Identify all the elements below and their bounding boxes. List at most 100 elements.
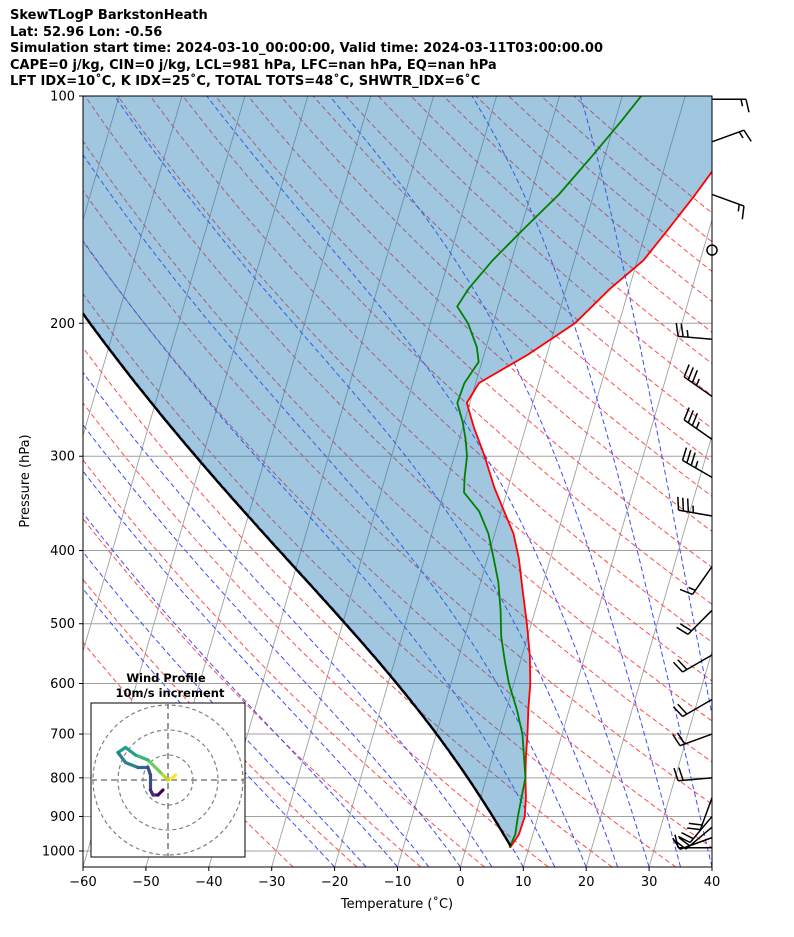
moist-adiabat xyxy=(83,470,430,867)
isotherm-gridline xyxy=(522,218,712,867)
calm-wind-circle xyxy=(706,244,718,256)
x-axis-label: Temperature (˚C) xyxy=(340,896,453,912)
isotherm-gridline xyxy=(334,96,560,867)
y-tick-label: 900 xyxy=(50,810,75,825)
x-tick-label: −40 xyxy=(195,875,222,890)
x-tick-label: −20 xyxy=(321,875,348,890)
time-line: Simulation start time: 2024-03-10_00:00:… xyxy=(10,41,603,56)
figure-header: SkewTLogP BarkstonHeath Lat: 52.96 Lon: … xyxy=(10,8,790,91)
axes: −60 −50 −40 −30 −20 −10 0 10 20 30 40 1000 900 800 700… xyxy=(42,90,720,891)
wind-barb-staff xyxy=(678,777,713,782)
wind-barb-flag xyxy=(679,623,692,632)
y-tick-label: 100 xyxy=(50,90,75,105)
wind-barbs xyxy=(672,98,752,850)
wind-barb-flag xyxy=(691,370,699,383)
wind-barb-flag xyxy=(677,496,680,511)
moist-adiabat xyxy=(579,96,712,717)
wind-barb-flag xyxy=(673,767,679,782)
wind-barb-staff xyxy=(699,797,713,830)
wind-barb-flag xyxy=(687,367,694,381)
wind-barb-staff xyxy=(711,193,745,207)
x-tick-label: 20 xyxy=(578,875,595,890)
wind-barb-staff xyxy=(679,836,713,850)
wind-barb-flag xyxy=(683,364,690,378)
wind-barb-half-flag xyxy=(738,131,744,139)
moist-adiabat xyxy=(83,551,367,867)
wind-barb-flag xyxy=(672,706,684,718)
dry-adiabat xyxy=(83,346,613,867)
wind-barb-flag xyxy=(691,412,699,426)
wind-barb-staff xyxy=(685,826,713,850)
hodograph xyxy=(90,702,246,858)
wind-barb-flag xyxy=(687,410,694,424)
wind-barb-staff xyxy=(687,609,713,635)
wind-barb-staff xyxy=(678,335,713,341)
wind-barb-flag xyxy=(681,831,694,840)
isotherm-gridline xyxy=(83,96,246,653)
wind-barb-flag xyxy=(676,732,686,745)
wind-barb-flag xyxy=(677,703,688,715)
hodograph-plot xyxy=(91,703,245,857)
location-line: Lat: 52.96 Lon: -0.56 xyxy=(10,24,163,40)
x-tick-label: 30 xyxy=(641,875,658,890)
wind-barb-half-flag xyxy=(695,378,700,386)
wind-barb-staff xyxy=(679,733,713,747)
moist-adiabat xyxy=(83,588,335,867)
dry-adiabat xyxy=(83,140,712,763)
y-tick-label: 400 xyxy=(50,544,75,559)
x-tick-label: −60 xyxy=(69,875,96,890)
wind-barb-flag xyxy=(688,822,703,826)
moist-adiabat xyxy=(83,153,587,867)
wind-barb-flag xyxy=(674,840,687,850)
wind-barb-half-flag xyxy=(740,99,744,107)
dry-adiabat xyxy=(83,189,712,805)
wind-barb-flag xyxy=(676,626,689,636)
hodograph-segment xyxy=(156,788,165,797)
x-tick-label: 10 xyxy=(515,875,532,890)
hodograph-segment xyxy=(116,750,128,765)
x-tick-label: 0 xyxy=(456,875,464,890)
dry-adiabat xyxy=(215,96,712,569)
wind-barb-flag xyxy=(675,322,679,337)
wind-barb-staff xyxy=(682,459,713,479)
wind-barb-flag xyxy=(677,835,691,844)
wind-barb-staff xyxy=(691,566,713,595)
y-tick-label: 800 xyxy=(50,771,75,786)
profile-series xyxy=(83,96,712,849)
wind-barb-flag xyxy=(681,447,688,461)
wind-barb-flag xyxy=(683,407,690,421)
figure-title: SkewTLogP BarkstonHeath xyxy=(10,8,208,23)
y-axis-label: Pressure (hPa) xyxy=(18,434,33,527)
wind-barb-flag xyxy=(678,767,684,781)
wind-barb-flag xyxy=(686,498,690,512)
wind-barb-staff xyxy=(682,654,713,673)
moist-adiabat xyxy=(83,512,398,867)
parcel-line xyxy=(83,311,512,847)
wind-barb-flag xyxy=(677,659,688,670)
hodograph-subtitle: 10m/s increment xyxy=(116,686,225,700)
moist-adiabat xyxy=(114,96,619,867)
wind-barb-flag xyxy=(678,837,691,847)
dry-adiabat xyxy=(83,240,712,849)
wind-barb-half-flag xyxy=(694,460,699,469)
wind-barb-half-flag xyxy=(737,204,740,212)
cape-line: CAPE=0 j/kg, CIN=0 j/kg, LCL=981 hPa, LF… xyxy=(10,57,497,73)
y-tick-label: 600 xyxy=(50,677,75,692)
moist-adiabat xyxy=(471,96,712,867)
wind-barb-flag xyxy=(745,99,750,113)
isotherm-gridline xyxy=(397,96,623,867)
y-tick-label: 300 xyxy=(50,450,75,465)
dry-adiabat xyxy=(83,459,485,867)
isotherm-gridline xyxy=(648,649,712,867)
hodograph-segment xyxy=(133,753,150,762)
wind-barb-half-flag xyxy=(695,421,700,429)
hodograph-segment xyxy=(123,745,138,757)
dry-adiabat xyxy=(83,517,422,867)
wind-barb-flag xyxy=(690,452,696,466)
hodograph-title: Wind Profile xyxy=(126,671,206,685)
isotherm-gridline xyxy=(585,433,712,867)
dry-adiabat xyxy=(84,96,712,722)
wind-barb-half-flag xyxy=(686,329,689,338)
wind-barb-half-flag xyxy=(688,586,696,592)
